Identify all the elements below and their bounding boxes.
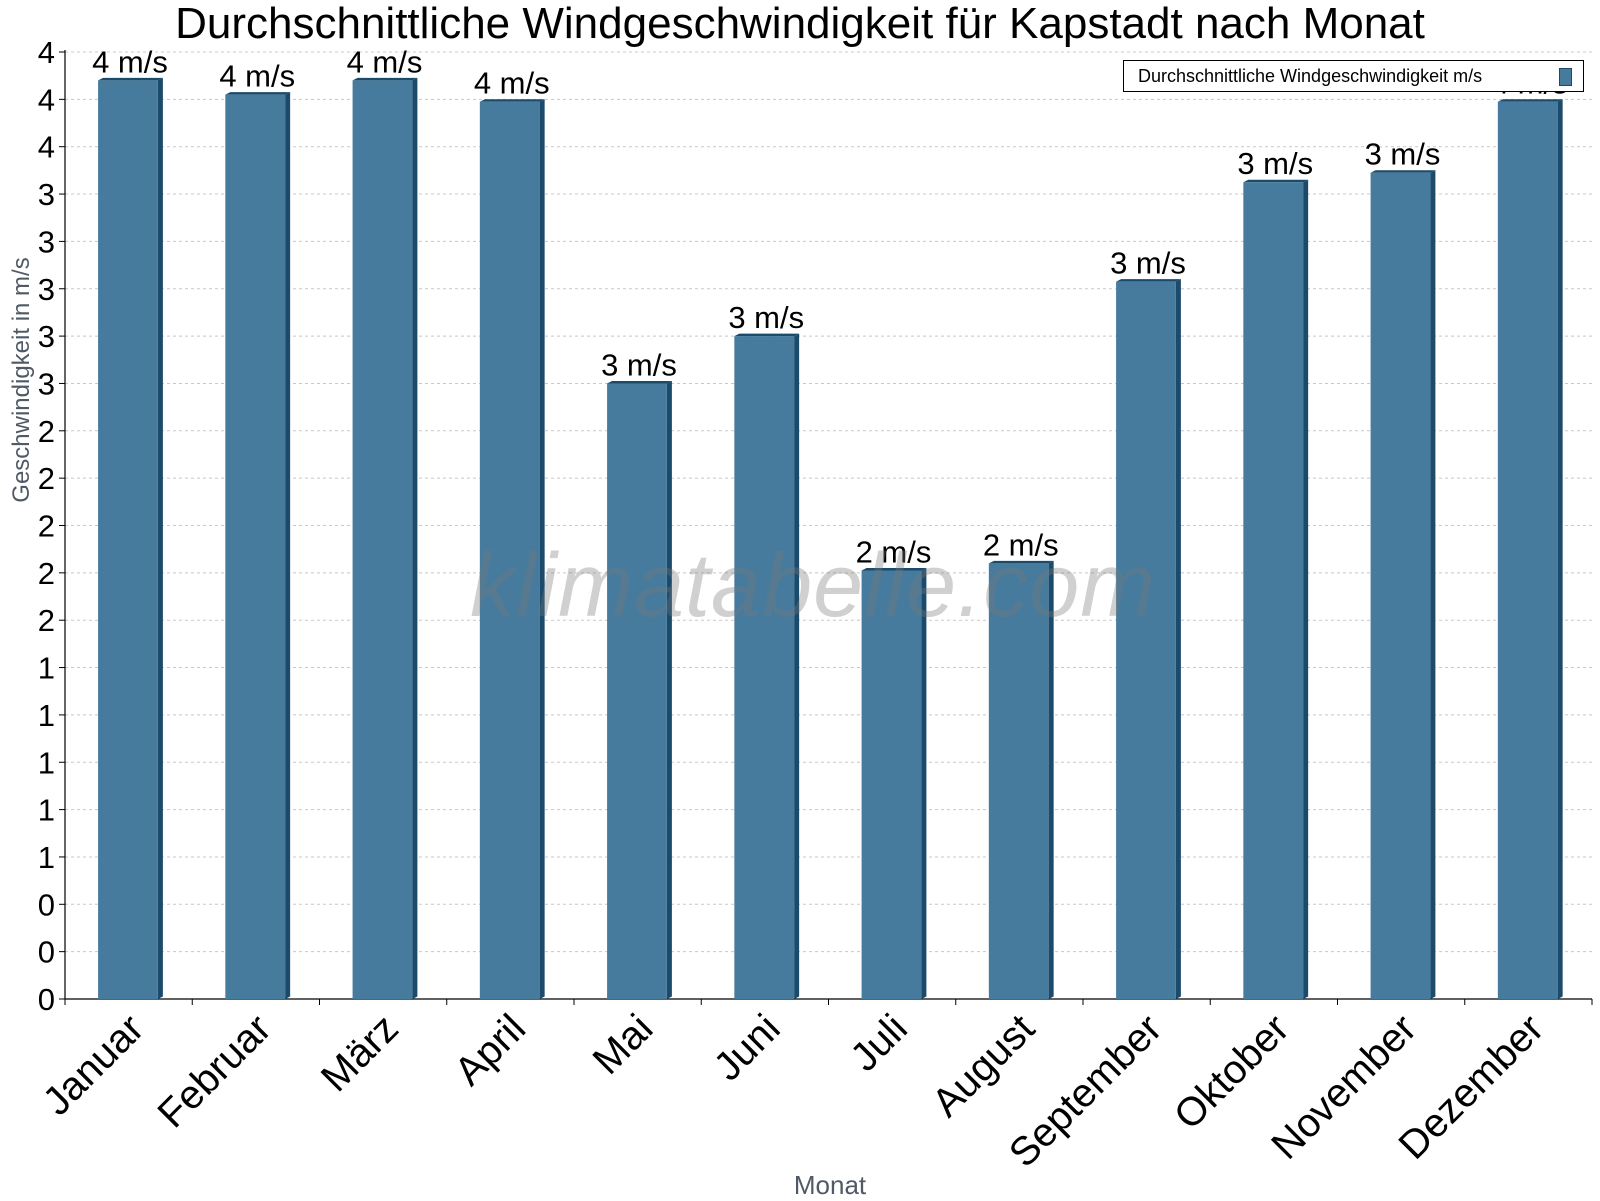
bar-side <box>539 99 545 999</box>
bar-top <box>352 77 418 81</box>
bar-side <box>1175 279 1181 1000</box>
x-tick-label: Oktober <box>1166 1006 1298 1138</box>
data-label: 4 m/s <box>347 44 423 79</box>
y-tick-label: 3 <box>38 224 55 259</box>
bar <box>225 94 286 1000</box>
data-label: 4 m/s <box>92 44 168 79</box>
chart-title: Durchschnittliche Windgeschwindigkeit fü… <box>175 0 1425 48</box>
bar <box>1116 281 1176 1000</box>
y-tick-label: 1 <box>38 698 55 733</box>
y-tick-label: 4 <box>38 82 55 117</box>
x-tick-label: Juni <box>706 1006 789 1089</box>
bar-top <box>1116 279 1181 282</box>
watermark: klimatabelle.com <box>470 536 1157 636</box>
x-tick-label: April <box>446 1006 534 1094</box>
bar-side <box>921 567 927 999</box>
bar-side <box>285 92 291 1000</box>
y-tick-label: 2 <box>38 414 55 449</box>
bar <box>734 336 795 1000</box>
bar <box>98 80 158 999</box>
bar <box>352 80 413 999</box>
bar-top <box>1497 99 1563 102</box>
y-tick-label: 3 <box>38 177 55 212</box>
legend-label: Durchschnittliche Windgeschwindigkeit m/… <box>1138 66 1483 86</box>
bar-top <box>1243 179 1309 183</box>
bar <box>988 563 1049 999</box>
legend-swatch <box>1559 68 1572 86</box>
y-tick-label: 0 <box>38 935 55 970</box>
bar <box>479 101 540 999</box>
data-label: 3 m/s <box>728 300 804 335</box>
bar-side <box>1048 560 1054 999</box>
y-tick-label: 1 <box>38 745 55 780</box>
data-label: 3 m/s <box>1365 137 1441 172</box>
bar-side <box>794 333 800 1000</box>
y-tick-label: 3 <box>38 272 55 307</box>
y-tick-label: 2 <box>38 556 55 591</box>
bar <box>1497 101 1558 999</box>
data-label: 2 m/s <box>983 527 1059 562</box>
x-axis-title: Monat <box>793 1170 867 1200</box>
legend: Durchschnittliche Windgeschwindigkeit m/… <box>1123 60 1584 92</box>
y-tick-label: 2 <box>38 461 55 496</box>
bar-side <box>157 77 163 999</box>
bar-top <box>988 560 1054 564</box>
bar <box>1243 182 1304 999</box>
bar-top <box>479 99 545 102</box>
data-label: 3 m/s <box>1110 246 1186 281</box>
data-label: 3 m/s <box>601 347 677 382</box>
y-tick-label: 4 <box>38 130 55 165</box>
x-tick-label: Februar <box>149 1006 279 1136</box>
y-tick-label: 1 <box>38 793 55 828</box>
y-tick-label: 3 <box>38 319 55 354</box>
x-tick-label: Januar <box>35 1006 153 1124</box>
data-label: 4 m/s <box>474 66 550 101</box>
y-tick-label: 0 <box>38 887 55 922</box>
y-tick-label: 2 <box>38 509 55 544</box>
bar-top <box>607 380 672 384</box>
bar-top <box>861 567 927 571</box>
bar <box>1370 172 1431 999</box>
bar-top <box>225 92 291 95</box>
bar <box>861 570 922 999</box>
y-tick-label: 1 <box>38 651 55 686</box>
data-label: 4 m/s <box>219 59 295 94</box>
data-label: 2 m/s <box>856 534 932 569</box>
data-label: 3 m/s <box>1237 146 1313 181</box>
bar-top <box>1370 170 1436 173</box>
bar-side <box>1557 99 1563 999</box>
x-tick-label: März <box>313 1006 407 1100</box>
bar-top <box>98 77 163 81</box>
y-tick-label: 2 <box>38 603 55 638</box>
bar <box>607 383 667 999</box>
y-tick-label: 3 <box>38 366 55 401</box>
x-tick-label: Mai <box>585 1006 662 1083</box>
bar-side <box>1430 170 1436 999</box>
x-tick-label: Juli <box>842 1006 916 1080</box>
y-tick-label: 1 <box>38 840 55 875</box>
y-tick-label: 0 <box>38 982 55 1017</box>
bar-side <box>666 380 672 999</box>
x-tick-label: August <box>924 1006 1043 1125</box>
bar-top <box>734 333 800 337</box>
y-axis-title-text: Geschwindigkeit in m/s <box>8 257 35 503</box>
bar-side <box>412 77 418 999</box>
y-tick-label: 4 <box>38 35 55 70</box>
bar-side <box>1303 179 1309 999</box>
